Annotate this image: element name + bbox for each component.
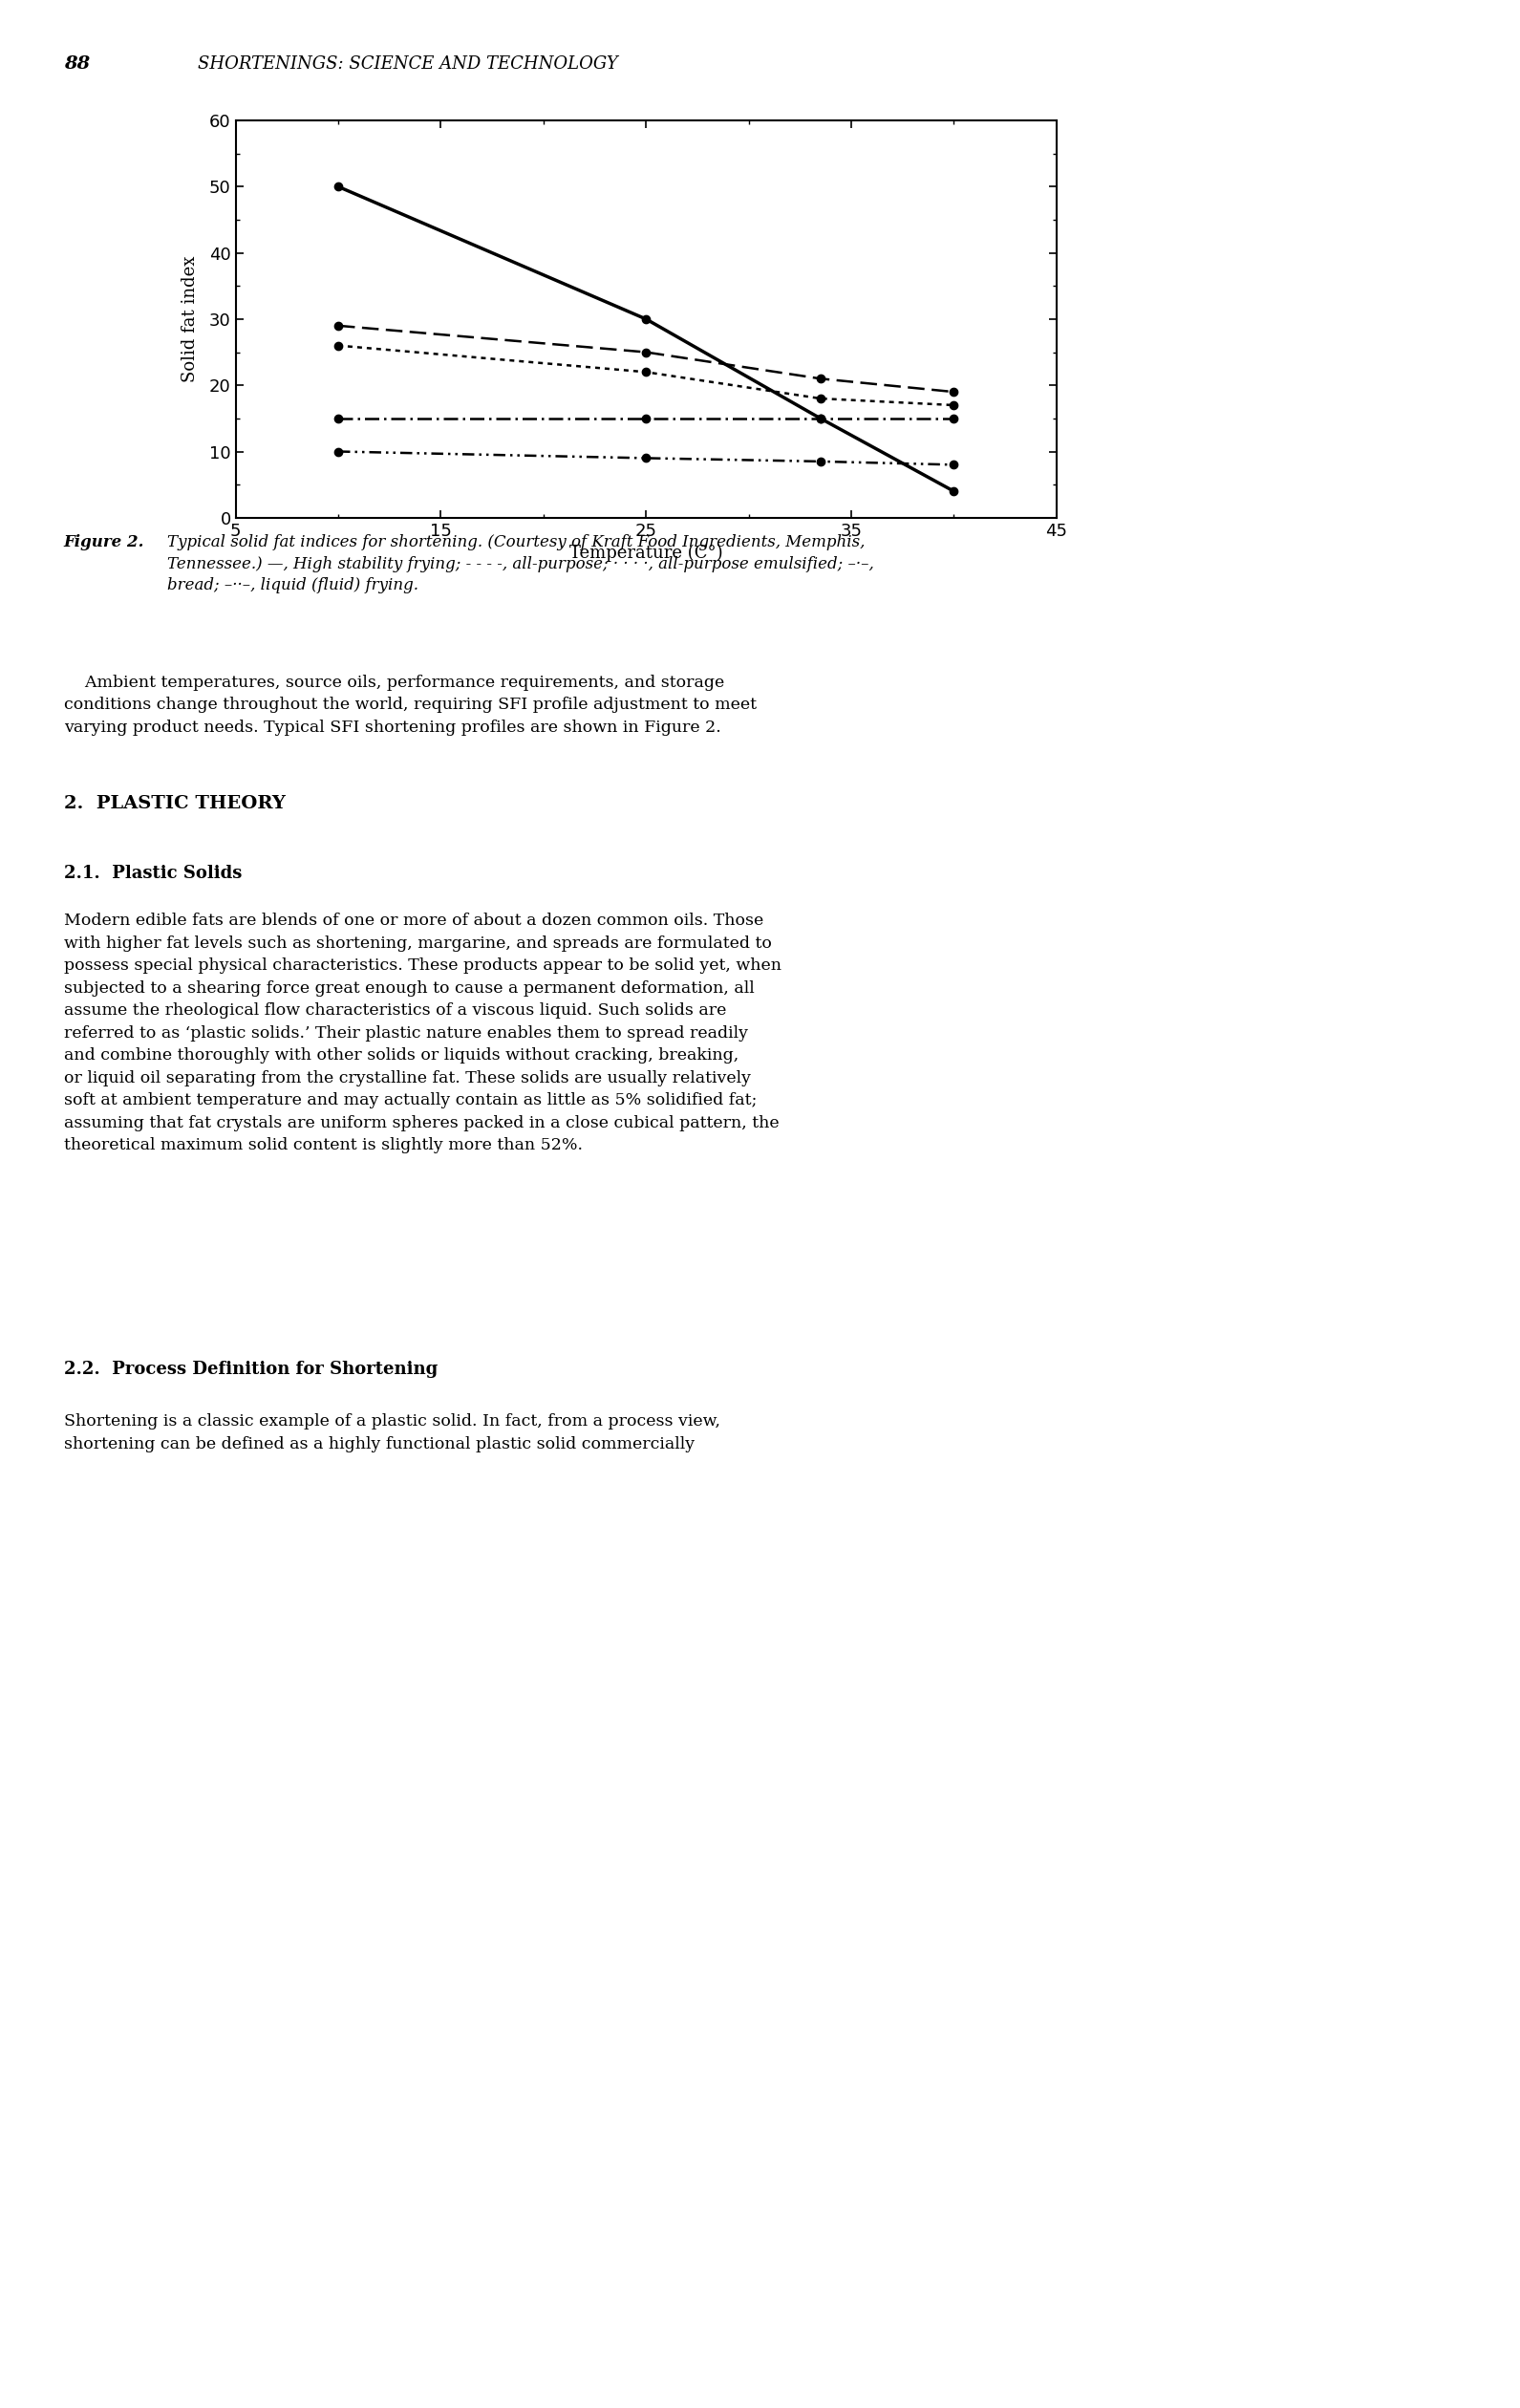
Text: Shortening is a classic example of a plastic solid. In fact, from a process view: Shortening is a classic example of a pla… bbox=[64, 1413, 720, 1452]
Text: 88: 88 bbox=[64, 55, 90, 72]
Text: Figure 2.: Figure 2. bbox=[64, 535, 144, 551]
Text: 2.2.  Process Definition for Shortening: 2.2. Process Definition for Shortening bbox=[64, 1361, 438, 1377]
Text: SHORTENINGS: SCIENCE AND TECHNOLOGY: SHORTENINGS: SCIENCE AND TECHNOLOGY bbox=[198, 55, 617, 72]
Text: Ambient temperatures, source oils, performance requirements, and storage
conditi: Ambient temperatures, source oils, perfo… bbox=[64, 674, 757, 734]
X-axis label: Temperature (C°): Temperature (C°) bbox=[570, 544, 722, 563]
Text: 2.1.  Plastic Solids: 2.1. Plastic Solids bbox=[64, 864, 242, 881]
Text: 2.  PLASTIC THEORY: 2. PLASTIC THEORY bbox=[64, 795, 286, 811]
Y-axis label: Solid fat index: Solid fat index bbox=[181, 255, 199, 383]
Text: Modern edible fats are blends of one or more of about a dozen common oils. Those: Modern edible fats are blends of one or … bbox=[64, 913, 781, 1153]
Text: Typical solid fat indices for shortening. (Courtesy of Kraft Food Ingredients, M: Typical solid fat indices for shortening… bbox=[167, 535, 874, 592]
